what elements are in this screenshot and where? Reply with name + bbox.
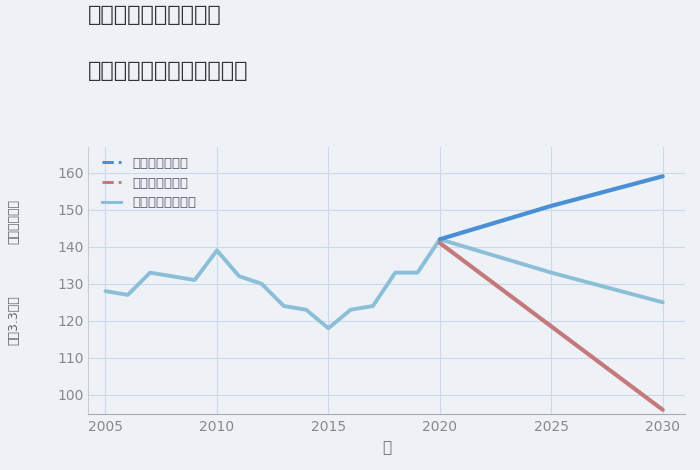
Legend: グッドシナリオ, バッドシナリオ, ノーマルシナリオ: グッドシナリオ, バッドシナリオ, ノーマルシナリオ: [97, 152, 201, 215]
Text: 坪（3.3㎡）: 坪（3.3㎡）: [7, 295, 20, 345]
Text: 愛知県愛西市塩田町の: 愛知県愛西市塩田町の: [88, 5, 221, 25]
X-axis label: 年: 年: [382, 440, 391, 455]
Text: 単価（万円）: 単価（万円）: [7, 199, 20, 244]
Text: 中古マンションの価格推移: 中古マンションの価格推移: [88, 61, 248, 81]
